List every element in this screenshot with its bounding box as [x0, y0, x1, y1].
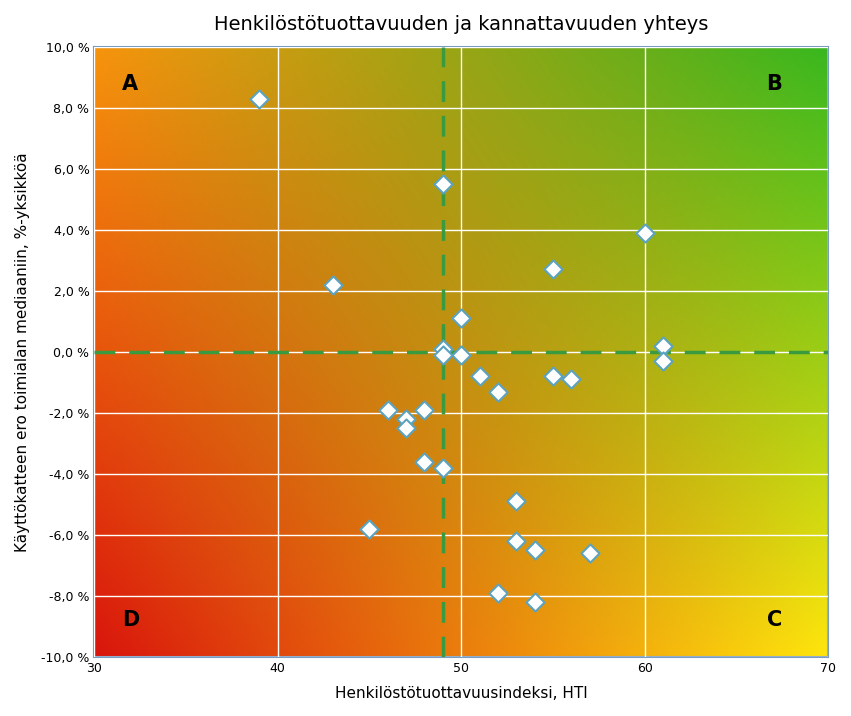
Point	[436, 343, 449, 354]
Point	[436, 462, 449, 473]
Point	[454, 349, 468, 361]
Point	[491, 587, 505, 599]
Text: B: B	[766, 74, 782, 94]
X-axis label: Henkilöstötuottavuusindeksi, HTI: Henkilöstötuottavuusindeksi, HTI	[334, 686, 587, 701]
Title: Henkilöstötuottavuuden ja kannattavuuden yhteys: Henkilöstötuottavuuden ja kannattavuuden…	[214, 15, 708, 34]
Point	[656, 355, 670, 367]
Point	[564, 374, 578, 385]
Point	[381, 404, 395, 415]
Text: D: D	[122, 609, 139, 629]
Point	[436, 349, 449, 361]
Point	[436, 178, 449, 190]
Point	[637, 227, 651, 238]
Point	[510, 536, 523, 547]
Point	[253, 93, 266, 105]
Point	[418, 456, 431, 468]
Point	[583, 548, 597, 559]
Point	[546, 263, 560, 275]
Text: A: A	[122, 74, 138, 94]
Point	[528, 596, 541, 608]
Point	[326, 279, 340, 291]
Point	[418, 404, 431, 415]
Point	[510, 495, 523, 507]
Point	[399, 422, 413, 434]
Point	[546, 371, 560, 382]
Y-axis label: Käyttökatteen ero toimialan mediaaniin, %-yksikköä: Käyttökatteen ero toimialan mediaaniin, …	[15, 152, 30, 551]
Point	[363, 523, 376, 535]
Point	[454, 313, 468, 324]
Point	[656, 340, 670, 352]
Text: C: C	[767, 609, 782, 629]
Point	[491, 386, 505, 397]
Point	[528, 544, 541, 556]
Point	[399, 413, 413, 425]
Point	[472, 371, 486, 382]
